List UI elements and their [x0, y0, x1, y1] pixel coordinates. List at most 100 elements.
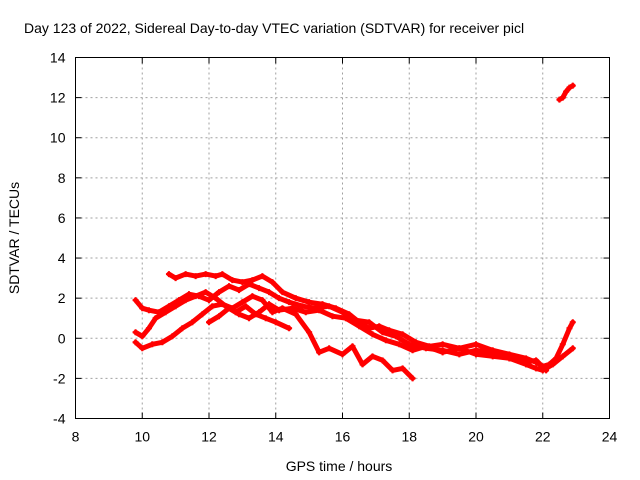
y-tick-label: 10: [50, 130, 66, 146]
data-point: [396, 341, 403, 348]
data-point: [399, 331, 406, 338]
data-point: [149, 341, 156, 348]
data-point: [289, 305, 296, 312]
data-point: [189, 319, 196, 326]
x-tick-label: 22: [535, 429, 551, 445]
data-point: [202, 271, 209, 278]
x-axis-label: GPS time / hours: [286, 458, 393, 474]
data-point: [145, 325, 152, 332]
data-point: [533, 357, 540, 364]
data-point: [272, 319, 279, 326]
data-point: [242, 303, 249, 310]
data-point: [192, 293, 199, 300]
data-point: [356, 323, 363, 330]
data-point: [409, 347, 416, 354]
data-point: [422, 343, 429, 350]
data-point: [145, 307, 152, 314]
data-point: [262, 315, 269, 322]
data-point: [216, 313, 223, 320]
data-point: [269, 309, 276, 316]
y-tick-label: -2: [53, 370, 66, 386]
data-point: [132, 329, 139, 336]
data-point: [439, 349, 446, 356]
y-tick-label: 12: [50, 90, 66, 106]
data-point: [226, 283, 233, 290]
y-tick-label: 0: [58, 330, 66, 346]
data-point: [456, 351, 463, 358]
y-axis-label: SDTVAR / TECUs: [6, 182, 22, 294]
y-tick-label: 2: [58, 290, 66, 306]
data-point: [266, 301, 273, 308]
data-point: [139, 333, 146, 340]
data-point: [226, 305, 233, 312]
y-tick-label: 4: [58, 250, 66, 266]
data-point: [259, 273, 266, 280]
data-point: [549, 361, 556, 368]
data-point: [339, 351, 346, 358]
data-point: [185, 291, 192, 298]
data-point: [206, 319, 212, 326]
data-point: [276, 295, 283, 302]
chart-title: Day 123 of 2022, Sidereal Day-to-day VTE…: [24, 20, 524, 36]
data-point: [456, 345, 463, 352]
data-point: [533, 365, 540, 372]
x-tick-label: 12: [201, 429, 217, 445]
data-point: [165, 271, 172, 278]
data-point: [182, 297, 189, 304]
x-tick-label: 14: [268, 429, 284, 445]
data-point: [566, 325, 573, 332]
x-tick-label: 18: [401, 429, 417, 445]
y-tick-label: 14: [50, 50, 66, 66]
data-point: [409, 375, 416, 382]
series-points-track-4: [132, 293, 416, 382]
data-point: [279, 289, 286, 296]
data-point: [392, 333, 399, 340]
data-point: [219, 301, 226, 308]
data-point: [299, 303, 306, 310]
data-point: [559, 341, 566, 348]
y-tick-label: 8: [58, 170, 66, 186]
data-point: [159, 339, 166, 346]
data-point: [559, 94, 566, 101]
data-point: [209, 303, 216, 310]
data-point: [249, 277, 256, 284]
data-point: [306, 299, 313, 306]
data-point: [326, 345, 333, 352]
data-point: [523, 359, 530, 366]
data-point: [246, 315, 253, 322]
data-point: [473, 341, 479, 348]
data-point: [172, 303, 179, 310]
data-point: [139, 305, 146, 312]
data-point: [256, 309, 263, 316]
data-point: [179, 325, 186, 332]
data-point: [192, 273, 199, 280]
y-tick-label: -4: [53, 411, 66, 427]
x-tick-label: 16: [335, 429, 351, 445]
data-point: [559, 353, 566, 360]
data-point: [172, 275, 179, 282]
data-point: [389, 367, 396, 374]
series-line-track-3: [133, 289, 292, 339]
data-point: [212, 295, 219, 302]
data-point: [543, 367, 550, 374]
data-point: [439, 341, 446, 348]
data-point: [256, 285, 263, 292]
data-point: [276, 307, 283, 314]
data-point: [162, 309, 169, 316]
data-point: [249, 293, 256, 300]
data-point: [152, 315, 159, 322]
data-point: [473, 351, 479, 358]
data-point: [132, 297, 139, 304]
data-point: [302, 309, 309, 316]
data-point: [506, 355, 513, 362]
data-point: [369, 353, 376, 360]
data-point: [212, 273, 219, 280]
data-point: [292, 295, 299, 302]
data-point: [269, 279, 276, 286]
data-point: [379, 329, 386, 336]
data-point: [206, 297, 212, 304]
data-point: [266, 289, 273, 296]
data-point: [489, 353, 496, 360]
